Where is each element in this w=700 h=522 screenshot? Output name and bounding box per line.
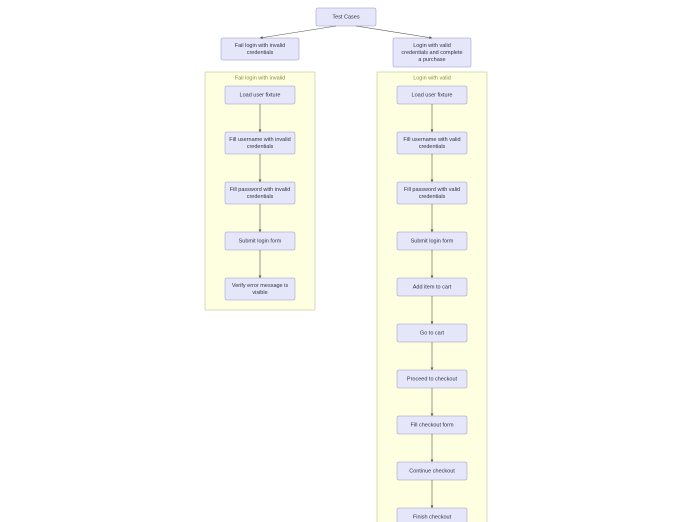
root-node: Test Cases (316, 8, 376, 26)
svg-text:Fill username with valid: Fill username with valid (403, 137, 460, 143)
svg-text:credentials: credentials (419, 194, 446, 200)
svg-text:Finish checkout: Finish checkout (413, 514, 452, 520)
step-right-6: Proceed to checkout (397, 370, 467, 388)
svg-text:credentials: credentials (247, 144, 274, 150)
svg-text:Fill password with valid: Fill password with valid (404, 187, 460, 193)
svg-text:Load user fixture: Load user fixture (240, 92, 281, 98)
step-left-0: Load user fixture (225, 86, 295, 104)
svg-text:Verify error message is: Verify error message is (232, 283, 288, 289)
svg-text:credentials and complete: credentials and complete (401, 50, 462, 56)
group-title-left: Fail login with invalid (235, 75, 285, 81)
step-right-4: Add item to cart (397, 278, 467, 296)
svg-text:credentials: credentials (419, 144, 446, 150)
svg-text:Test Cases: Test Cases (332, 14, 359, 20)
svg-text:Fill checkout form: Fill checkout form (410, 422, 454, 428)
step-left-1: Fill username with invalidcredentials (225, 132, 295, 154)
step-right-2: Fill password with validcredentials (397, 182, 467, 204)
svg-text:Fail login with invalid: Fail login with invalid (235, 43, 285, 49)
svg-text:Submit login form: Submit login form (411, 238, 454, 244)
step-left-3: Submit login form (225, 232, 295, 250)
svg-text:Continue checkout: Continue checkout (409, 468, 455, 474)
svg-text:credentials: credentials (247, 50, 274, 56)
svg-text:a purchase: a purchase (418, 57, 445, 63)
step-right-7: Fill checkout form (397, 416, 467, 434)
svg-text:credentials: credentials (247, 194, 274, 200)
edge (260, 26, 336, 38)
svg-text:Load user fixture: Load user fixture (412, 92, 453, 98)
step-right-9: Finish checkout (397, 508, 467, 522)
step-right-1: Fill username with validcredentials (397, 132, 467, 154)
group-title-right: Login with valid (413, 75, 451, 81)
step-right-0: Load user fixture (397, 86, 467, 104)
svg-text:Go to cart: Go to cart (420, 330, 445, 336)
step-right-5: Go to cart (397, 324, 467, 342)
step-right-8: Continue checkout (397, 462, 467, 480)
flowchart: Fail login with invalid Login with valid T… (0, 0, 700, 522)
svg-text:Login with valid: Login with valid (413, 43, 451, 49)
step-left-4: Verify error message isvisible (225, 278, 295, 300)
step-left-2: Fill password with invalidcredentials (225, 182, 295, 204)
svg-text:Submit login form: Submit login form (239, 238, 282, 244)
scenario-login-valid: Login with validcredentials and complete… (393, 38, 471, 67)
svg-text:visible: visible (252, 290, 267, 296)
scenario-fail-login: Fail login with invalidcredentials (221, 38, 299, 60)
svg-text:Add item to cart: Add item to cart (413, 284, 452, 290)
svg-text:Proceed to checkout: Proceed to checkout (407, 376, 458, 382)
svg-text:Fill password with invalid: Fill password with invalid (230, 187, 291, 193)
svg-text:Fill username with invalid: Fill username with invalid (229, 137, 290, 143)
step-right-3: Submit login form (397, 232, 467, 250)
edge (356, 26, 432, 38)
